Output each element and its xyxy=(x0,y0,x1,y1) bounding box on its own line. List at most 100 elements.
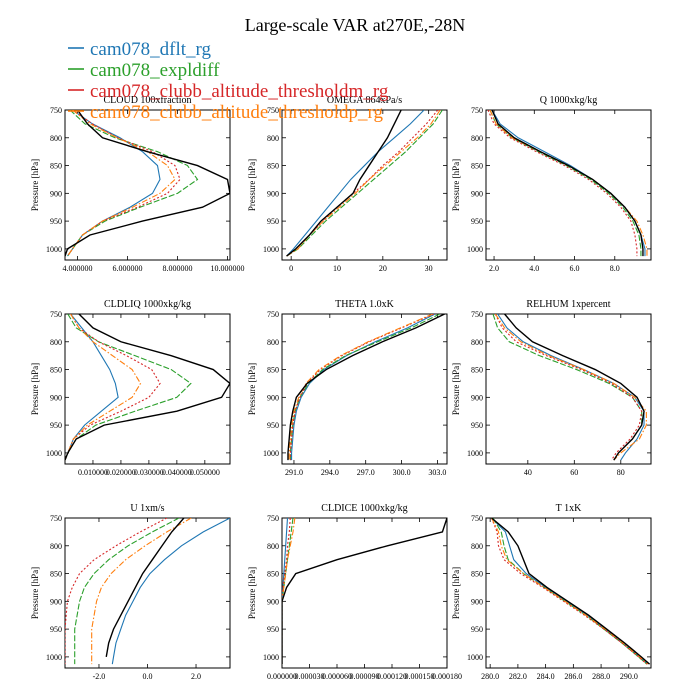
panel-title: T 1xK xyxy=(556,503,582,514)
y-tick-label: 800 xyxy=(50,542,62,551)
legend: cam078_dflt_rg cam078_expldiff cam078_cl… xyxy=(68,39,389,123)
series-line-5 xyxy=(65,110,230,257)
y-tick-label: 1000 xyxy=(263,245,279,254)
y-tick-label: 850 xyxy=(50,162,62,171)
x-tick-label: 8.0 xyxy=(610,264,620,273)
y-tick-label: 900 xyxy=(267,393,279,402)
y-tick-label: 950 xyxy=(50,217,62,226)
x-tick-label: 30 xyxy=(425,264,433,273)
x-tick-label: 0.050000 xyxy=(190,468,220,477)
series-line-4 xyxy=(491,518,649,665)
y-tick-label: 1000 xyxy=(467,245,483,254)
x-tick-label: 288.0 xyxy=(592,672,610,681)
y-axis-label: Pressure [hPa] xyxy=(247,363,257,415)
y-tick-label: 850 xyxy=(267,570,279,579)
y-tick-label: 900 xyxy=(50,393,62,402)
y-tick-label: 750 xyxy=(471,514,483,523)
panel-2: OMEGA 864xPa/s Pressure [hPa] 750 800 850 900… xyxy=(247,95,448,273)
series-line-1 xyxy=(491,518,649,665)
x-tick-label: 286.0 xyxy=(564,672,582,681)
panel-title: CLDICE 1000xkg/kg xyxy=(321,503,407,514)
y-tick-label: 800 xyxy=(267,338,279,347)
y-axis-label: Pressure [hPa] xyxy=(30,363,40,415)
plot-frame xyxy=(281,313,448,465)
x-tick-label: 303.0 xyxy=(428,468,446,477)
y-tick-label: 850 xyxy=(471,162,483,171)
x-tick-label: 297.0 xyxy=(357,468,375,477)
series-group xyxy=(491,518,651,665)
series-group xyxy=(487,110,648,257)
panel-4: CLDLIQ 1000xkg/kg Pressure [hPa] 750 800 850… xyxy=(30,299,231,477)
y-tick-label: 1000 xyxy=(46,653,62,662)
series-line-2 xyxy=(65,314,192,461)
y-tick-label: 800 xyxy=(471,134,483,143)
y-tick-label: 900 xyxy=(471,189,483,198)
series-line-3 xyxy=(289,314,435,461)
panel-3: Q 1000xkg/kg Pressure [hPa] 750 800 850 900 95… xyxy=(451,95,652,273)
x-tick-label: 0 xyxy=(289,264,293,273)
panel-title: RELHUM 1xpercent xyxy=(526,299,610,310)
x-tick-label: -2.0 xyxy=(93,672,106,681)
series-line-2 xyxy=(492,518,648,665)
series-group xyxy=(65,518,230,665)
series-line-4 xyxy=(288,314,433,461)
y-tick-label: 750 xyxy=(471,106,483,115)
plot-frame xyxy=(64,517,231,669)
y-tick-label: 800 xyxy=(50,338,62,347)
y-tick-label: 900 xyxy=(267,597,279,606)
series-line-1 xyxy=(286,110,425,257)
y-tick-label: 800 xyxy=(50,134,62,143)
series-line-3 xyxy=(65,518,168,665)
y-tick-label: 850 xyxy=(267,366,279,375)
series-line-2 xyxy=(74,518,180,665)
plot-frame xyxy=(64,313,231,465)
x-tick-label: 290.0 xyxy=(620,672,638,681)
series-line-5 xyxy=(105,518,185,658)
y-tick-label: 900 xyxy=(471,597,483,606)
y-tick-label: 900 xyxy=(267,189,279,198)
panel-9: T 1xK Pressure [hPa] 750 800 850 900 950 1000 28… xyxy=(451,503,652,681)
y-tick-label: 950 xyxy=(471,625,483,634)
x-tick-label: 284.0 xyxy=(537,672,555,681)
plot-frame xyxy=(485,109,652,261)
series-line-2 xyxy=(67,110,199,257)
panel-title: THETA 1.0xK xyxy=(335,299,394,310)
series-line-5 xyxy=(286,110,402,257)
plot-frame xyxy=(485,313,652,465)
y-tick-label: 950 xyxy=(471,217,483,226)
y-axis-label: Pressure [hPa] xyxy=(451,567,461,619)
plot-frame xyxy=(64,109,231,261)
x-tick-label: 0.000120 xyxy=(377,672,407,681)
x-tick-label: 0.010000 xyxy=(78,468,108,477)
x-tick-label: 80 xyxy=(617,468,625,477)
series-line-5 xyxy=(491,110,644,257)
x-tick-label: 0.000150 xyxy=(405,672,435,681)
x-tick-label: 8.000000 xyxy=(163,264,193,273)
series-line-1 xyxy=(291,314,436,461)
series-group xyxy=(286,110,443,257)
y-tick-label: 850 xyxy=(50,366,62,375)
y-tick-label: 750 xyxy=(471,310,483,319)
x-tick-label: 4.0 xyxy=(529,264,539,273)
series-line-4 xyxy=(65,314,142,461)
x-tick-label: 0.000060 xyxy=(322,672,352,681)
x-tick-label: 4.000000 xyxy=(63,264,93,273)
x-tick-label: 2.0 xyxy=(191,672,201,681)
x-tick-label: 282.0 xyxy=(509,672,527,681)
y-tick-label: 950 xyxy=(267,421,279,430)
series-line-5 xyxy=(504,314,645,461)
x-tick-label: 10 xyxy=(333,264,341,273)
y-tick-label: 900 xyxy=(50,597,62,606)
panel-5: THETA 1.0xK Pressure [hPa] 750 800 850 900 950… xyxy=(247,299,448,477)
y-tick-label: 850 xyxy=(471,366,483,375)
y-tick-label: 900 xyxy=(50,189,62,198)
y-tick-label: 950 xyxy=(267,625,279,634)
series-line-1 xyxy=(67,110,161,257)
x-tick-label: 6.000000 xyxy=(113,264,143,273)
y-tick-label: 1000 xyxy=(46,449,62,458)
y-tick-label: 850 xyxy=(50,570,62,579)
figure-title: Large-scale VAR at270E,-28N xyxy=(245,15,465,35)
x-tick-label: 0.030000 xyxy=(134,468,164,477)
